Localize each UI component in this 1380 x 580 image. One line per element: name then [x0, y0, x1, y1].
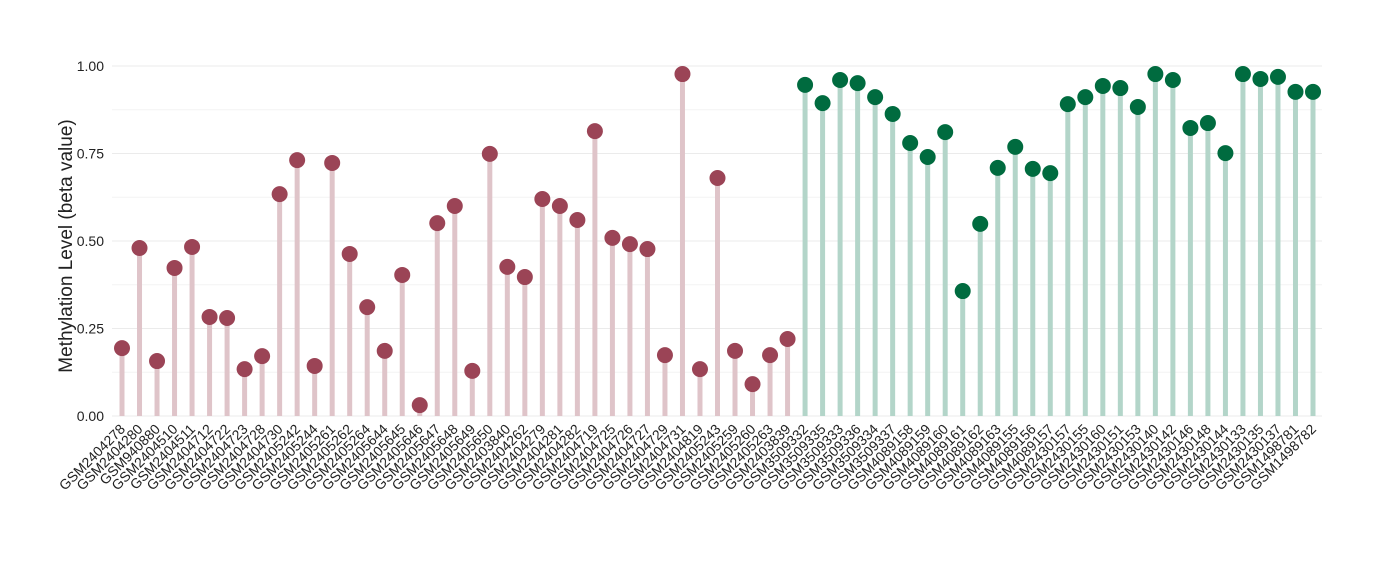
y-axis-label: Methylation Level (beta value) [56, 119, 77, 372]
lollipop-dot [1164, 72, 1181, 88]
lollipop-dot [1094, 77, 1111, 94]
lollipop-dot [429, 215, 446, 232]
lollipop-dot [184, 238, 201, 255]
lollipop-dot [569, 212, 586, 228]
lollipop-dot [972, 215, 989, 232]
lollipop-dot [586, 123, 603, 140]
y-tick-label: 0.50 [77, 233, 104, 249]
lollipop-dot [1147, 66, 1164, 83]
lollipop-dot [674, 66, 691, 83]
y-tick-label: 0.75 [77, 146, 104, 162]
lollipop-dot [656, 347, 673, 364]
lollipop-dot [131, 240, 148, 256]
lollipop-dot [762, 347, 779, 364]
lollipop-dot [639, 241, 656, 258]
lollipop-dot [166, 259, 183, 276]
lollipop-dot [797, 76, 814, 93]
lollipop-dot [376, 342, 393, 359]
lollipop-dot [1287, 83, 1304, 100]
lollipop-dot [464, 362, 481, 379]
lollipop-dot [236, 361, 253, 378]
lollipop-dot [341, 245, 358, 262]
lollipop-dot [1199, 115, 1216, 132]
lollipop-dot [621, 236, 638, 253]
lollipop-dot [814, 95, 831, 112]
lollipop-dot [604, 229, 621, 246]
lollipop-dot [551, 198, 568, 214]
lollipop-dot [849, 75, 866, 92]
y-tick-label: 0.00 [77, 408, 104, 424]
lollipop-dot [1112, 80, 1129, 97]
y-tick-label: 1.00 [77, 58, 104, 74]
lollipop-dot [114, 340, 130, 357]
lollipop-dot [219, 310, 236, 326]
lollipop-dot [324, 154, 341, 171]
lollipop-dot [727, 342, 744, 359]
lollipop-dot [306, 357, 323, 374]
lollipop-dot [271, 186, 288, 203]
lollipop-dot [1269, 68, 1286, 85]
lollipop-dot [499, 258, 516, 275]
lollipop-dot [411, 397, 428, 414]
lollipop-dot [832, 72, 849, 88]
lollipop-dot [1024, 160, 1041, 177]
lollipop-dot [1252, 70, 1269, 87]
y-tick-label: 0.25 [77, 321, 104, 337]
lollipop-dot [954, 283, 971, 300]
lollipop-dot [1182, 119, 1199, 136]
lollipop-dot [867, 89, 884, 106]
lollipop-dot [1077, 89, 1094, 106]
lollipop-dot [779, 331, 796, 347]
lollipop-dot [691, 361, 708, 378]
lollipop-dot [201, 308, 218, 325]
lollipop-dot [446, 198, 463, 214]
lollipop-dot [359, 299, 376, 316]
lollipop-dot [534, 191, 551, 207]
lollipop-dot [516, 269, 533, 286]
lollipop-dot [1234, 66, 1251, 83]
lollipop-dot [149, 353, 166, 370]
lollipop-dot [394, 266, 411, 283]
lollipop-dot [254, 348, 271, 365]
lollipop-dot [1042, 165, 1059, 182]
lollipop-dot [902, 135, 919, 151]
lollipop-dot [919, 149, 936, 165]
lollipop-dot [1217, 145, 1234, 162]
lollipop-dot [744, 376, 761, 393]
lollipop-dot [1059, 96, 1076, 113]
lollipop-dot [1129, 98, 1146, 115]
lollipop-dot [709, 170, 726, 186]
lollipop-dot [1007, 138, 1024, 155]
lollipop-dot [884, 105, 901, 122]
lollipop-dot [481, 145, 498, 162]
lollipop-dot [989, 159, 1006, 176]
lollipop-dot [1305, 83, 1321, 100]
lollipop-dot [289, 152, 306, 169]
lollipop-dot [937, 124, 954, 141]
